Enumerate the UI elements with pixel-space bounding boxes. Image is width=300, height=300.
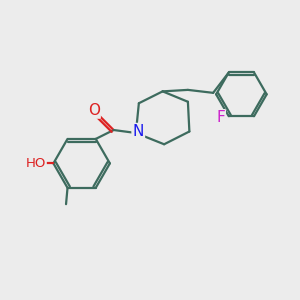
Text: F: F [216, 110, 225, 125]
Text: O: O [88, 103, 100, 118]
Text: HO: HO [26, 157, 46, 170]
Text: N: N [133, 124, 144, 139]
